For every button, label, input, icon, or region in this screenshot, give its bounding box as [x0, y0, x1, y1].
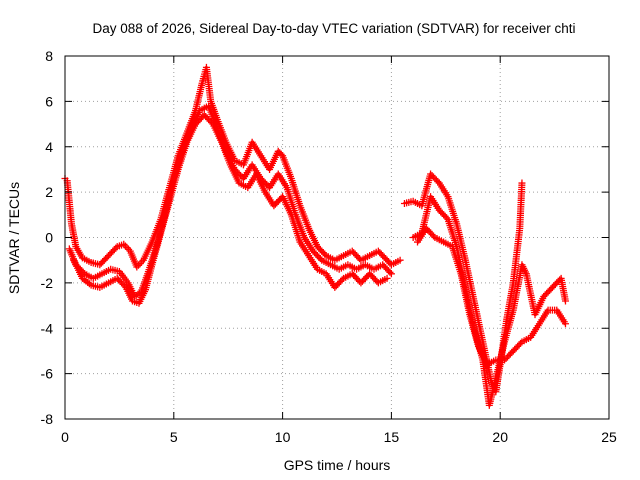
series-track [70, 111, 391, 307]
y-tick-label: 0 [45, 230, 53, 246]
y-tick-label: 6 [45, 93, 53, 109]
x-tick-label: 20 [492, 429, 508, 445]
y-tick-label: -8 [41, 411, 54, 427]
y-tick-label: 8 [45, 48, 53, 64]
y-axis-label: SDTVAR / TECUs [6, 182, 22, 294]
y-tick-label: -4 [41, 320, 54, 336]
data-point-marker [443, 214, 451, 222]
data-point-marker [387, 270, 395, 278]
chart-title: Day 088 of 2026, Sidereal Day-to-day VTE… [93, 21, 576, 36]
data-point-marker [561, 297, 569, 305]
grid-lines [65, 56, 609, 419]
data-point-marker [112, 244, 120, 252]
y-tick-label: -2 [41, 275, 54, 291]
data-points [61, 63, 569, 409]
x-axis-label: GPS time / hours [284, 457, 391, 473]
data-point-marker [277, 150, 285, 158]
data-point-marker [561, 320, 569, 328]
data-point-marker [518, 179, 526, 187]
data-point-marker [396, 256, 404, 264]
data-point-marker [121, 242, 129, 250]
data-point-marker [208, 119, 216, 127]
series-track [414, 224, 569, 369]
x-tick-label: 5 [170, 429, 178, 445]
y-tick-label: -6 [41, 366, 54, 382]
y-tick-label: 4 [45, 139, 53, 155]
x-tick-label: 25 [601, 429, 617, 445]
axis-ticks: 0 5 10 15 20 25 -8 -6 -4 -2 0 2 4 6 8 [41, 48, 617, 445]
data-point-marker [517, 339, 525, 347]
data-point-marker [338, 276, 346, 284]
data-point-marker [321, 250, 329, 258]
x-tick-label: 0 [61, 429, 69, 445]
data-point-marker [383, 274, 391, 282]
data-point-marker [429, 232, 437, 240]
series-track [65, 102, 395, 300]
plot-frame [64, 55, 610, 420]
data-point-marker [386, 268, 394, 276]
x-tick-label: 15 [384, 429, 400, 445]
y-tick-label: 2 [45, 184, 53, 200]
data-point-marker [316, 255, 324, 263]
x-tick-label: 10 [275, 429, 291, 445]
